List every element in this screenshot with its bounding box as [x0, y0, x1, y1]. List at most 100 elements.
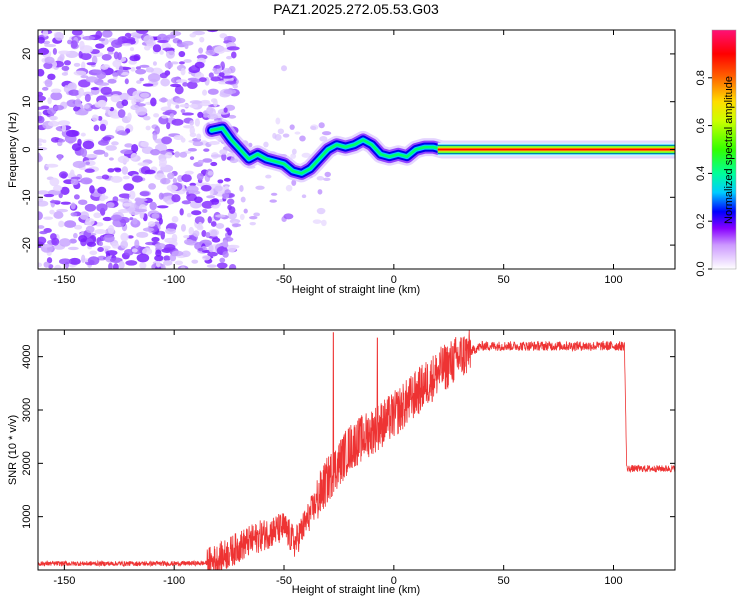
noise-blob [111, 242, 120, 249]
noise-blob [78, 199, 88, 205]
noise-blob [80, 132, 86, 137]
noise-blob [49, 209, 55, 215]
y-tick-label: 10 [21, 96, 33, 108]
x-tick-label: 50 [498, 274, 510, 286]
noise-blob [316, 207, 326, 215]
noise-blob [310, 125, 317, 130]
noise-blob [207, 216, 212, 224]
noise-blob [112, 263, 119, 269]
noise-blob [248, 142, 253, 148]
noise-blob [107, 78, 117, 84]
noise-blob [187, 147, 197, 152]
noise-blob [319, 136, 328, 142]
x-tick-label: -150 [53, 575, 75, 587]
noise-blob [40, 244, 53, 248]
noise-blob [143, 115, 151, 121]
noise-blob [125, 260, 138, 266]
noise-blob [123, 183, 135, 191]
noise-blob [164, 152, 173, 159]
noise-blob [208, 72, 214, 78]
noise-blob [180, 67, 186, 76]
noise-blob [206, 264, 217, 268]
noise-blob [193, 230, 200, 237]
noise-blob [219, 33, 228, 39]
noise-blob [165, 49, 175, 59]
noise-blob [44, 56, 55, 64]
noise-blob [132, 218, 138, 225]
noise-blob [180, 223, 186, 232]
noise-blob [239, 185, 244, 192]
noise-blob [158, 97, 169, 103]
noise-blob [117, 109, 126, 118]
y-tick-label: 20 [21, 48, 33, 60]
noise-blob [69, 238, 77, 244]
noise-blob [181, 250, 191, 258]
noise-blob [159, 72, 168, 79]
colorbar-tick-label: 0.8 [695, 70, 707, 85]
noise-blob [291, 148, 297, 155]
snr-plot-area [38, 330, 675, 570]
noise-blob [206, 195, 216, 199]
noise-blob [277, 128, 285, 135]
noise-blob [145, 67, 155, 73]
noise-blob [58, 220, 65, 228]
noise-blob [155, 249, 162, 257]
noise-blob [86, 62, 97, 66]
noise-blob [281, 65, 288, 72]
noise-blob [166, 200, 173, 205]
noise-blob [299, 135, 306, 142]
noise-blob [112, 59, 122, 68]
noise-blob [38, 106, 45, 111]
noise-blob [118, 260, 125, 269]
snr-series-line [38, 330, 675, 570]
noise-blob [232, 84, 239, 89]
noise-blob [184, 170, 194, 175]
x-tick-label: -50 [276, 274, 292, 286]
noise-blob [191, 259, 199, 264]
noise-blob [221, 153, 227, 161]
noise-blob [127, 96, 135, 101]
noise-blob [136, 231, 149, 238]
noise-blob [147, 73, 161, 83]
x-tick-label: 0 [391, 575, 397, 587]
noise-blob [189, 33, 197, 38]
noise-blob [86, 241, 97, 247]
noise-blob [210, 204, 220, 209]
noise-blob [98, 241, 104, 247]
noise-blob [150, 149, 161, 156]
noise-blob [129, 217, 134, 221]
noise-blob [137, 162, 150, 167]
noise-blob [171, 250, 184, 257]
x-tick-label: -100 [163, 274, 185, 286]
noise-blob [105, 145, 118, 151]
noise-blob [39, 230, 48, 235]
noise-blob [147, 221, 156, 227]
noise-blob [171, 194, 181, 203]
noise-blob [156, 205, 169, 209]
noise-blob [221, 75, 234, 79]
noise-blob [96, 203, 108, 213]
noise-blob [210, 161, 218, 167]
noise-blob [189, 182, 197, 187]
noise-blob [201, 255, 211, 261]
noise-blob [97, 186, 107, 194]
noise-blob [73, 70, 87, 76]
noise-blob [117, 130, 127, 136]
noise-blob [71, 30, 83, 36]
noise-blob [197, 221, 203, 230]
noise-blob [73, 194, 80, 200]
colorbar-label: Normalized spectral amplitude [723, 76, 735, 224]
noise-blob [63, 60, 71, 66]
noise-blob [131, 98, 137, 106]
noise-blob [94, 229, 107, 235]
noise-blob [135, 66, 142, 70]
noise-blob [223, 177, 231, 182]
noise-blob [78, 87, 85, 97]
noise-blob [80, 52, 92, 61]
noise-blob [93, 212, 102, 219]
noise-blob [101, 245, 111, 250]
y-tick-label: 2000 [21, 451, 33, 475]
snr-panel: -150 -100 -50 0 50 100 1000 2000 3000 4000 Heigh… [7, 329, 676, 596]
noise-blob [110, 94, 121, 103]
